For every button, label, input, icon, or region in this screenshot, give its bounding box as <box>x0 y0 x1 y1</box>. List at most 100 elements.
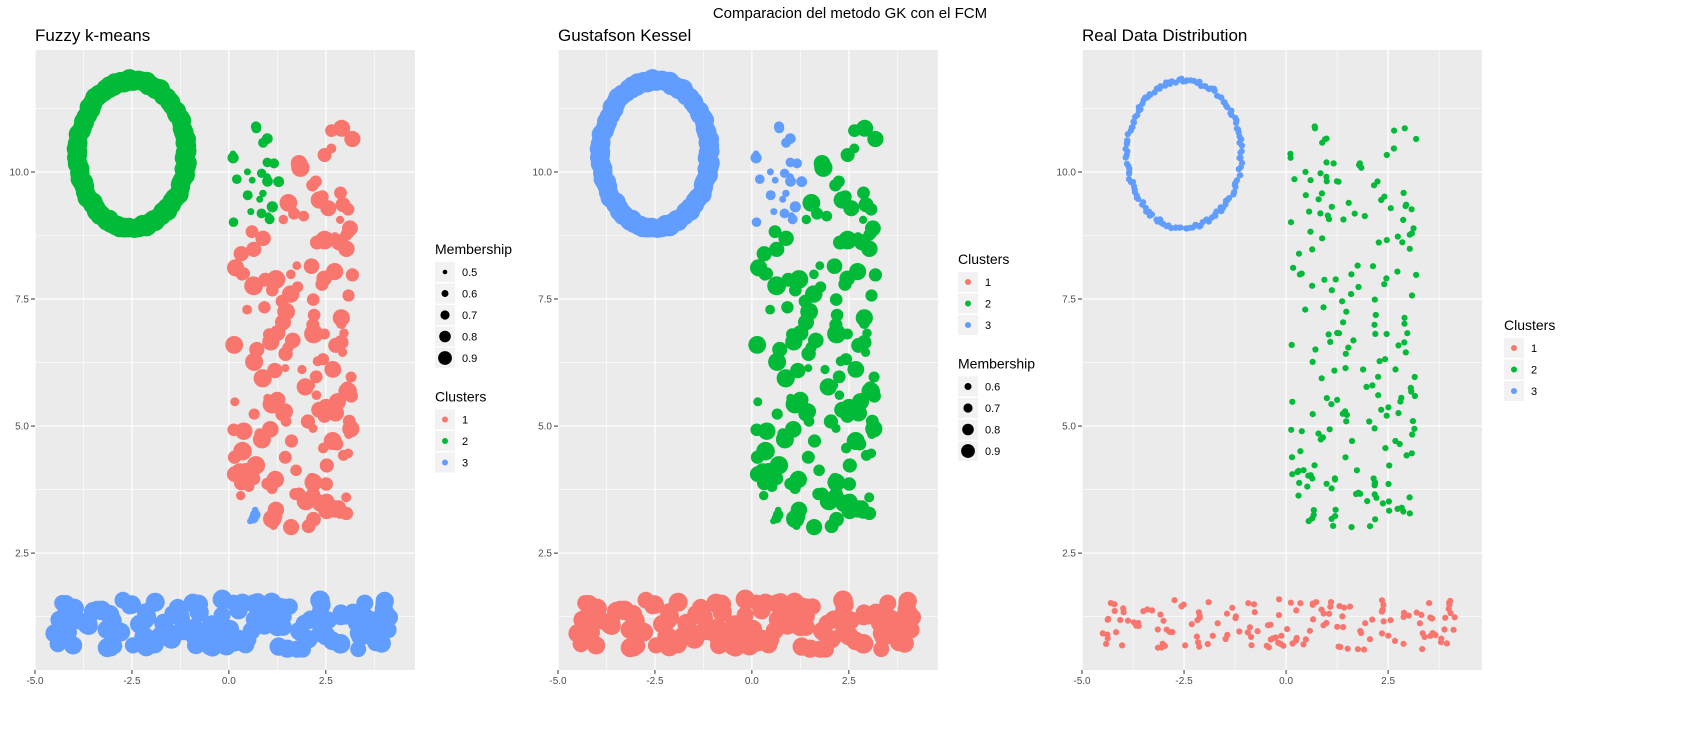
data-point <box>1339 613 1346 620</box>
data-point <box>1328 485 1335 492</box>
data-point <box>296 378 314 396</box>
data-point <box>1315 196 1322 203</box>
data-point <box>792 391 809 409</box>
data-point <box>271 638 289 656</box>
data-point <box>340 381 354 395</box>
data-point <box>275 294 289 308</box>
data-point <box>762 630 780 649</box>
data-point <box>1298 428 1305 435</box>
data-point <box>1450 626 1457 633</box>
data-point <box>1351 210 1358 217</box>
data-point <box>1330 160 1337 167</box>
legend-swatch <box>442 459 448 466</box>
data-point <box>1371 321 1378 328</box>
data-point <box>318 493 335 510</box>
data-point <box>829 318 843 332</box>
data-point <box>1385 480 1392 488</box>
data-point <box>1326 426 1333 433</box>
data-point <box>1284 626 1291 633</box>
data-point <box>1383 412 1390 419</box>
data-point <box>330 634 351 654</box>
data-point <box>274 618 292 636</box>
data-point <box>1366 523 1374 530</box>
data-point <box>1319 434 1326 441</box>
data-point <box>1323 395 1330 402</box>
data-point <box>366 633 386 652</box>
data-point <box>880 608 898 627</box>
data-point <box>1395 342 1402 349</box>
data-point <box>1307 228 1314 235</box>
data-point <box>1406 245 1413 252</box>
data-point <box>1119 642 1126 649</box>
data-point <box>136 633 155 652</box>
data-point <box>1321 136 1329 143</box>
data-point <box>1437 639 1445 646</box>
legend-label: 0.8 <box>462 332 477 344</box>
x-tick-label: 0.0 <box>222 676 236 687</box>
data-point <box>1399 239 1406 246</box>
data-point <box>315 230 334 250</box>
data-point <box>1419 646 1426 653</box>
data-point <box>1161 642 1168 650</box>
data-point <box>1402 203 1409 210</box>
legend-label: 2 <box>462 436 468 448</box>
panels: Fuzzy k-means-5.0 -2.5 0.0 2.52.55.07.510.0… <box>10 26 1556 687</box>
data-point <box>1237 154 1244 161</box>
data-point <box>168 598 187 617</box>
data-point <box>806 519 823 536</box>
data-point <box>794 597 812 615</box>
data-point <box>1348 291 1355 298</box>
data-point <box>1122 154 1129 161</box>
data-point <box>1401 320 1408 327</box>
data-point <box>1275 612 1283 619</box>
data-point <box>1411 392 1418 400</box>
data-point <box>1366 636 1374 643</box>
data-point <box>342 289 355 302</box>
data-point <box>754 463 772 481</box>
data-point <box>1148 211 1156 218</box>
data-point <box>853 634 874 654</box>
data-point <box>1405 612 1412 619</box>
data-point <box>790 362 806 379</box>
data-point <box>253 600 272 619</box>
legend-label: 3 <box>462 458 468 470</box>
x-tick-label: 2.5 <box>842 676 856 687</box>
data-point <box>902 621 920 639</box>
data-point <box>247 517 254 525</box>
data-point <box>1233 125 1240 132</box>
data-point <box>1378 196 1385 204</box>
data-point <box>64 598 84 619</box>
data-point <box>781 301 794 314</box>
data-point <box>1340 216 1347 223</box>
data-point <box>1447 597 1454 605</box>
data-point <box>1343 411 1350 418</box>
data-point <box>1238 159 1246 167</box>
data-point <box>255 230 271 246</box>
data-point <box>792 158 802 169</box>
data-point <box>771 176 779 184</box>
legend-swatch <box>965 322 971 328</box>
data-point <box>859 200 872 212</box>
data-point <box>1395 410 1402 417</box>
data-point <box>1402 349 1409 356</box>
data-point <box>220 619 240 639</box>
data-point <box>1426 600 1433 607</box>
data-point <box>1442 614 1449 621</box>
data-point <box>1293 607 1300 614</box>
data-point <box>1302 192 1309 199</box>
data-point <box>785 136 793 143</box>
data-point <box>306 318 320 332</box>
data-point <box>862 328 872 338</box>
data-point <box>1246 624 1254 631</box>
data-point <box>1304 483 1311 490</box>
data-point <box>307 308 321 322</box>
data-point <box>1309 358 1316 365</box>
data-point <box>1330 522 1337 530</box>
data-point <box>1334 396 1341 403</box>
data-point <box>1320 304 1327 311</box>
legend-label: 0.9 <box>985 446 1000 458</box>
data-point <box>106 620 125 639</box>
data-point <box>1297 600 1304 607</box>
data-point <box>1336 603 1343 610</box>
data-point <box>1123 140 1130 147</box>
